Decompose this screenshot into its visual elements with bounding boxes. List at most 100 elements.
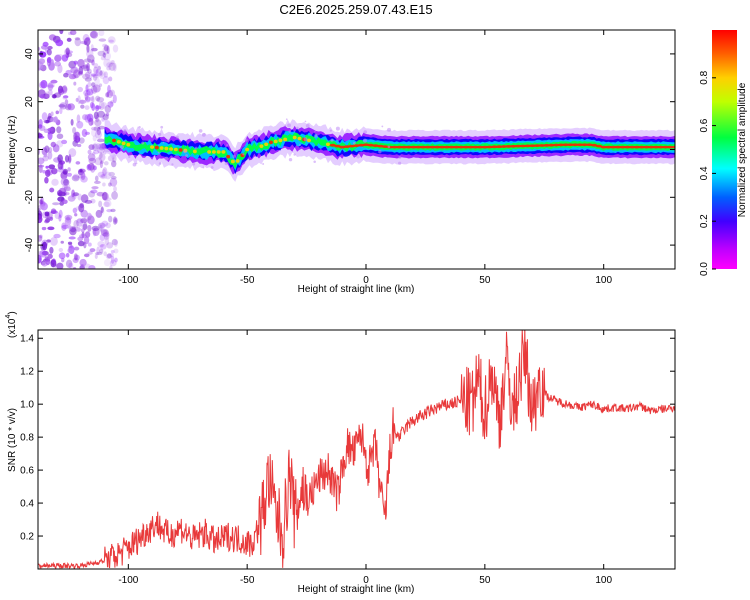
noise-speckle <box>90 189 98 194</box>
noise-speckle <box>85 49 94 58</box>
spectrogram-peak <box>169 147 174 151</box>
spectrogram-peak <box>325 142 330 147</box>
spectrogram-peak <box>571 143 579 147</box>
noise-speckle <box>102 46 109 55</box>
noise-speckle <box>68 73 77 80</box>
noise-speckle <box>102 182 106 187</box>
noise-speckle <box>62 95 69 99</box>
spectrogram-peak <box>595 144 603 148</box>
noise-speckle <box>51 178 59 186</box>
spectrogram-peak <box>552 143 560 147</box>
noise-speckle <box>109 252 114 257</box>
noise-speckle <box>82 64 89 72</box>
y-tick-label: -40 <box>24 237 35 252</box>
y-tick-label: 1.4 <box>20 334 34 345</box>
noise-speckle <box>81 171 86 179</box>
noise-speckle <box>89 102 94 109</box>
spectrogram-peak <box>419 145 427 149</box>
noise-speckle <box>63 170 67 175</box>
noise-speckle <box>73 220 79 229</box>
noise-speckle <box>110 255 115 264</box>
noise-speckle <box>103 71 108 78</box>
noise-speckle <box>87 242 92 247</box>
noise-speckle <box>106 91 110 98</box>
noise-speckle <box>94 180 101 184</box>
noise-speckle <box>69 30 77 36</box>
noise-speckle <box>47 82 54 91</box>
noise-speckle <box>97 50 106 57</box>
noise-speckle <box>105 222 111 229</box>
band-speckle <box>288 130 291 133</box>
noise-speckle <box>62 182 71 191</box>
band-speckle <box>313 160 316 163</box>
noise-speckle <box>77 95 81 105</box>
noise-speckle <box>100 160 104 164</box>
band-speckle <box>138 126 141 129</box>
noise-speckle <box>101 142 106 149</box>
spectrogram-peak <box>529 144 536 148</box>
noise-speckle <box>90 126 97 131</box>
spectrogram-y-label: Frequency (Hz) <box>7 116 18 185</box>
spectrogram-peak <box>278 138 283 143</box>
y-tick-label: -20 <box>24 190 35 205</box>
noise-speckle <box>99 173 108 180</box>
noise-speckle <box>68 236 76 240</box>
noise-speckle <box>78 66 84 75</box>
noise-speckle <box>92 135 97 142</box>
noise-region <box>38 30 119 269</box>
y-tick-label: 1.0 <box>20 400 34 411</box>
noise-speckle <box>97 110 106 118</box>
noise-speckle <box>68 154 72 163</box>
noise-speckle <box>81 128 88 138</box>
noise-speckle <box>89 31 98 39</box>
noise-speckle <box>47 226 55 231</box>
spectrogram-peak <box>226 154 231 159</box>
noise-speckle <box>109 101 114 107</box>
spectrogram-peak <box>543 143 550 147</box>
noise-speckle <box>88 191 96 198</box>
noise-speckle <box>100 55 106 61</box>
noise-speckle <box>87 81 92 88</box>
noise-speckle <box>50 79 58 84</box>
noise-speckle <box>83 253 90 258</box>
noise-speckle <box>105 112 110 117</box>
noise-speckle <box>72 207 78 214</box>
spectrogram-peak <box>405 145 412 149</box>
noise-speckle <box>81 224 88 230</box>
band-speckle <box>175 135 179 139</box>
x-tick-label: -100 <box>118 275 138 286</box>
noise-speckle <box>61 222 67 231</box>
x-tick-label: -50 <box>240 575 255 586</box>
noise-speckle <box>104 171 112 180</box>
noise-speckle <box>38 157 45 165</box>
noise-speckle <box>91 47 98 52</box>
noise-speckle <box>93 126 101 132</box>
spectrogram-peak <box>334 144 341 148</box>
noise-speckle <box>67 247 73 254</box>
noise-speckle <box>77 236 84 242</box>
noise-speckle <box>87 68 92 74</box>
noise-speckle <box>75 227 81 232</box>
spectrogram-peak <box>178 148 183 152</box>
noise-speckle <box>52 262 57 267</box>
spectrogram-peak <box>510 144 517 148</box>
colorbar-tick-label: 0.4 <box>699 166 710 180</box>
noise-speckle <box>108 171 115 177</box>
noise-speckle <box>56 126 62 134</box>
spectrogram-peak <box>495 145 503 149</box>
band-speckle <box>158 132 162 137</box>
spectrogram-peak <box>648 145 655 149</box>
noise-speckle <box>52 94 57 99</box>
noise-speckle <box>97 65 101 71</box>
noise-speckle <box>40 80 48 89</box>
spectrogram-peak <box>221 150 226 154</box>
noise-speckle <box>100 244 104 248</box>
noise-speckle <box>98 71 104 77</box>
noise-speckle <box>106 90 114 99</box>
spectrogram-peak <box>216 150 221 154</box>
noise-speckle <box>77 174 84 179</box>
noise-speckle <box>113 185 117 192</box>
noise-speckle <box>99 152 103 159</box>
band-speckle <box>162 141 165 144</box>
noise-speckle <box>103 201 110 208</box>
